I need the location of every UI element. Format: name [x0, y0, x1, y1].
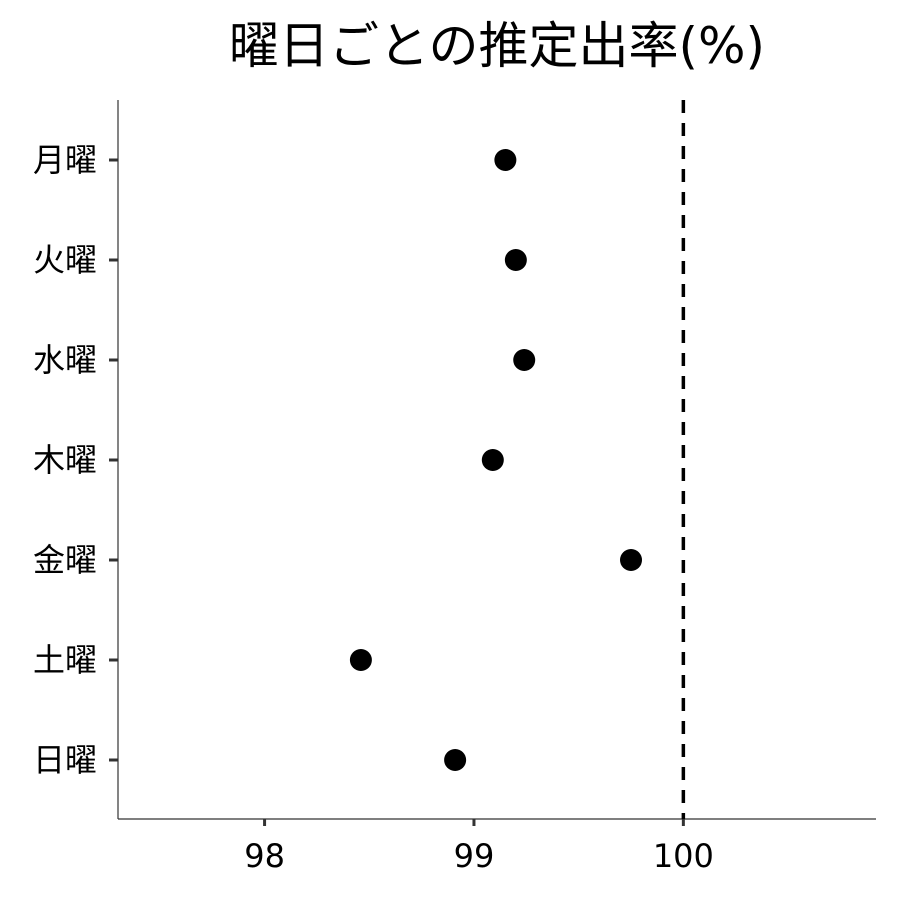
x-axis-labels: 98 99 100	[244, 837, 714, 875]
data-point	[349, 649, 372, 671]
y-tick-label: 金曜	[33, 541, 97, 579]
x-tick-label: 99	[454, 837, 495, 875]
x-tick-label: 100	[653, 837, 714, 875]
y-tick-label: 日曜	[33, 741, 97, 779]
axes	[109, 100, 876, 826]
y-tick-label: 月曜	[33, 141, 97, 179]
data-point	[513, 349, 536, 371]
y-tick-label: 水曜	[33, 341, 97, 379]
x-tick-label: 98	[244, 837, 285, 875]
data-point	[504, 249, 527, 271]
data-point	[444, 749, 467, 771]
data-points	[349, 149, 643, 771]
data-point	[494, 149, 517, 171]
y-tick-label: 土曜	[33, 641, 97, 679]
chart-title: 曜日ごとの推定出率(%)	[229, 17, 765, 75]
y-tick-label: 木曜	[33, 441, 97, 479]
data-point	[481, 449, 504, 471]
y-tick-label: 火曜	[33, 241, 97, 279]
data-point	[620, 549, 643, 571]
